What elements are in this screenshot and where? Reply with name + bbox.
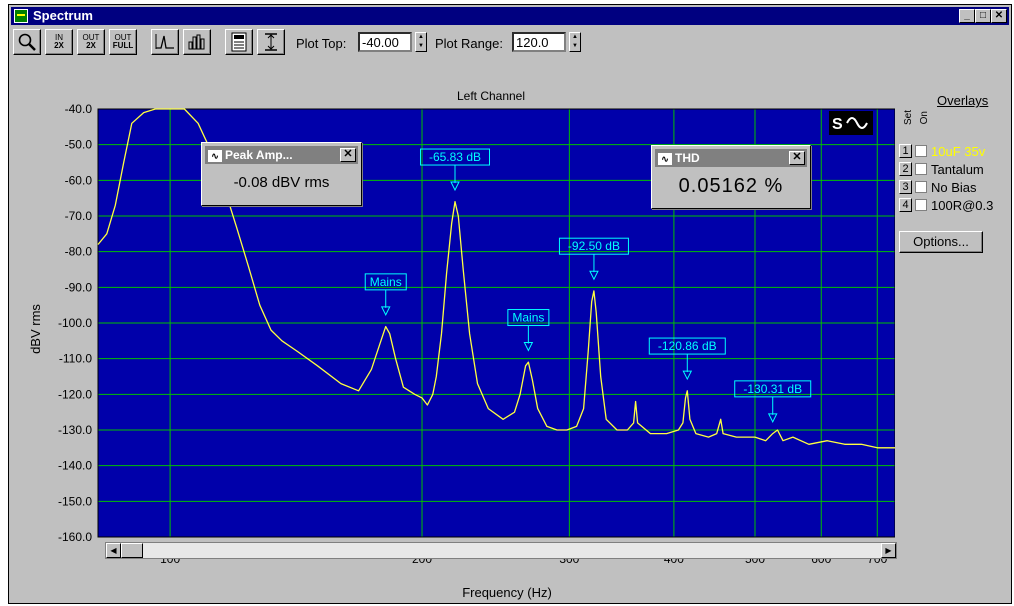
zoom-full-icon: OUT FULL [113,34,133,50]
y-tick-label: -60.0 [65,173,93,187]
peak-annotation-label: -65.83 dB [429,150,481,164]
overlay-on-checkbox[interactable] [915,181,927,193]
y-tick-label: -80.0 [65,245,93,259]
minimize-button[interactable]: _ [959,9,975,23]
autoscale-button[interactable] [257,29,285,55]
waveform-icon: ∿ [208,150,222,162]
peak-annotation-label: Mains [370,275,402,289]
magnifier-icon [17,32,37,52]
overlay-set-button[interactable]: 1 [899,144,912,158]
spectrum-window: Spectrum _ □ ✕ IN 2X OUT 2X OUT FULL [8,4,1012,604]
overlays-header: Overlays [937,93,988,108]
waveform-icon: ∿ [658,153,672,165]
peak-annotation-label: Mains [512,311,544,325]
plot-range-label: Plot Range: [435,36,503,51]
scroll-left-button[interactable]: ◀ [106,543,121,558]
vertical-range-icon [262,32,280,52]
y-tick-label: -40.0 [65,102,93,116]
zoom-button[interactable] [13,29,41,55]
scroll-thumb[interactable] [121,543,143,558]
y-tick-label: -70.0 [65,209,93,223]
options-button[interactable]: Options... [899,231,983,253]
zoom-out-2x-button[interactable]: OUT 2X [77,29,105,55]
overlay-set-button[interactable]: 3 [899,180,912,194]
x-axis-label: Frequency (Hz) [462,585,552,600]
line-plot-button[interactable] [151,29,179,55]
zoom-out-icon: OUT 2X [83,34,100,50]
peak-popup-titlebar[interactable]: ∿ Peak Amp... ✕ [205,146,358,164]
y-tick-label: -100.0 [58,316,92,330]
peak-annotation-label: -120.86 dB [658,339,717,353]
thd-popup-close-button[interactable]: ✕ [789,151,805,165]
panel-icon [230,32,248,52]
on-column-header: On [919,111,930,124]
peak-amplitude-popup[interactable]: ∿ Peak Amp... ✕ -0.08 dBV rms [201,142,362,206]
thd-value: 0.05162 % [652,175,810,198]
bar-plot-icon [187,33,207,51]
zoom-in-2x-button[interactable]: IN 2X [45,29,73,55]
settings-button[interactable] [225,29,253,55]
overlays-panel: Overlays Set On 1 10uF 35v 2 Tantalum 3 … [891,91,1013,291]
overlay-row: 3 No Bias [899,179,977,195]
peak-popup-title: Peak Amp... [225,148,293,162]
window-title: Spectrum [33,8,93,23]
overlay-label: No Bias [931,180,977,195]
peak-annotation-label: -130.31 dB [743,382,802,396]
y-tick-label: -150.0 [58,494,92,508]
overlay-on-checkbox[interactable] [915,145,927,157]
y-tick-label: -110.0 [59,352,92,366]
y-tick-label: -130.0 [58,423,92,437]
plot-top-spinner[interactable]: ▲ ▼ [415,32,427,52]
plot-range-spinner[interactable]: ▲ ▼ [569,32,581,52]
overlay-label: 10uF 35v [931,144,985,159]
overlay-label: 100R@0.3 [931,198,993,213]
overlay-on-checkbox[interactable] [915,163,927,175]
chart-title: Left Channel [457,89,525,103]
y-tick-label: -50.0 [65,138,93,152]
zoom-out-full-button[interactable]: OUT FULL [109,29,137,55]
y-axis-label: dBV rms [28,304,43,354]
plot-top-input[interactable] [358,32,412,52]
bar-plot-button[interactable] [183,29,211,55]
overlay-row: 2 Tantalum [899,161,984,177]
overlay-row: 4 100R@0.3 [899,197,993,213]
close-button[interactable]: ✕ [991,9,1007,23]
title-bar[interactable]: Spectrum _ □ ✕ [11,7,1009,25]
signal-generator-icon[interactable]: S [829,111,873,135]
y-tick-label: -120.0 [58,387,92,401]
overlay-set-button[interactable]: 4 [899,198,912,212]
peak-annotation-label: -92.50 dB [568,239,620,253]
plot-panel: -40.0 -50.0 -60.0 -70.0 -80.0 -90.0 -100.0 -110… [11,89,895,602]
thd-popup-title: THD [675,151,700,165]
plot-top-label: Plot Top: [296,36,346,51]
line-plot-icon [155,33,175,51]
set-column-header: Set [903,110,914,125]
overlay-on-checkbox[interactable] [915,199,927,211]
y-tick-label: -160.0 [58,530,92,544]
app-icon [14,9,28,23]
thd-popup-titlebar[interactable]: ∿ THD ✕ [655,149,807,167]
y-tick-label: -90.0 [65,280,93,294]
peak-popup-close-button[interactable]: ✕ [340,148,356,162]
svg-text:S: S [832,116,843,133]
y-tick-label: -140.0 [58,459,92,473]
horizontal-scrollbar[interactable]: ◀ ▶ [105,542,897,559]
plot-range-input[interactable] [512,32,566,52]
scroll-right-button[interactable]: ▶ [881,543,896,558]
zoom-in-icon: IN 2X [54,34,64,50]
thd-popup[interactable]: ∿ THD ✕ 0.05162 % [651,145,811,209]
maximize-button[interactable]: □ [975,9,991,23]
overlay-label: Tantalum [931,162,984,177]
overlay-row: 1 10uF 35v [899,143,985,159]
peak-amplitude-value: -0.08 dBV rms [202,174,361,191]
overlay-set-button[interactable]: 2 [899,162,912,176]
